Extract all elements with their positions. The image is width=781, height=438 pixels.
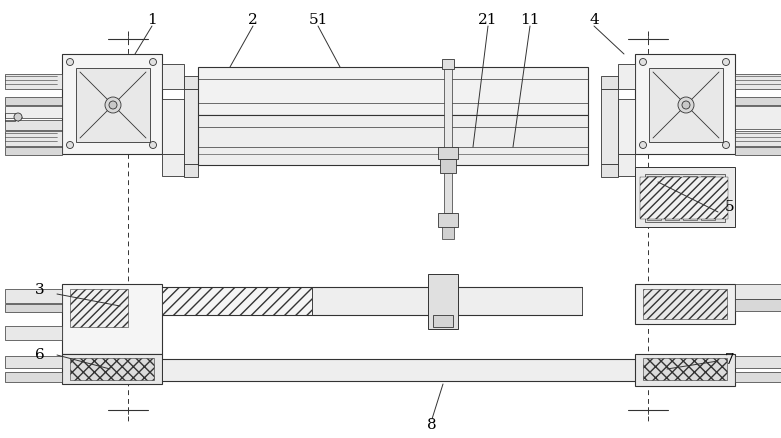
Bar [438,148,458,159]
Bar [162,100,184,155]
Text: 4: 4 [589,13,599,27]
Circle shape [678,98,694,114]
Bar [5,326,62,340]
Bar [5,98,62,106]
Bar [198,68,588,116]
Bar [618,65,635,90]
Text: 1: 1 [147,13,157,27]
Bar [5,304,62,312]
Bar [701,177,715,220]
Circle shape [14,114,22,122]
Bar [635,284,735,324]
Bar [735,356,781,368]
Text: 6: 6 [35,347,45,361]
Text: 3: 3 [35,283,45,297]
Bar [184,165,198,177]
Circle shape [109,102,117,110]
Bar [643,290,727,319]
Text: 8: 8 [427,417,437,431]
Bar [601,90,618,165]
Bar [62,55,162,155]
Text: 11: 11 [520,13,540,27]
Bar [735,372,781,382]
Bar [442,227,454,240]
Bar [618,155,635,177]
Text: 7: 7 [726,352,735,366]
Bar [735,132,781,147]
Circle shape [66,60,73,66]
Bar [735,98,781,106]
Bar [683,177,697,220]
Bar [440,159,456,173]
Text: 51: 51 [308,13,328,27]
Bar [162,287,312,315]
Bar [5,121,62,131]
Bar [198,116,588,166]
Bar [5,356,62,368]
Circle shape [105,98,121,114]
Circle shape [640,60,647,66]
Bar [162,65,184,90]
Bar [643,358,727,380]
Bar [433,315,453,327]
Bar [601,165,618,177]
Bar [649,69,723,143]
Bar [735,75,781,90]
Circle shape [722,142,729,149]
Bar [735,148,781,155]
Bar [735,284,781,299]
Bar [184,77,198,90]
Circle shape [682,102,690,110]
Bar [601,77,618,90]
Bar [70,358,154,380]
Bar [5,114,15,122]
Bar [5,107,62,119]
Bar [442,60,454,70]
Bar [162,359,642,381]
Text: 21: 21 [478,13,497,27]
Bar [5,290,62,303]
Bar [645,175,725,223]
Bar [735,107,781,130]
Bar [70,290,128,327]
Bar [62,284,162,354]
Bar [5,148,62,155]
Bar [635,55,735,155]
Bar [5,132,62,147]
Bar [5,372,62,382]
Bar [665,177,679,220]
Bar [444,70,452,166]
Bar [618,100,635,155]
Bar [184,90,198,165]
Bar [635,354,735,386]
Circle shape [149,60,156,66]
Bar [162,155,184,177]
Circle shape [722,60,729,66]
Bar [647,177,661,220]
Circle shape [66,142,73,149]
Bar [438,213,458,227]
Text: 5: 5 [726,200,735,213]
Circle shape [640,142,647,149]
Circle shape [149,142,156,149]
Bar [312,287,582,315]
Bar [735,299,781,311]
Text: 2: 2 [248,13,258,27]
Bar [62,354,162,384]
Bar [444,173,452,213]
Bar [635,168,735,227]
Bar [5,75,62,90]
Bar [76,69,150,143]
Bar [640,177,728,219]
Bar [428,274,458,329]
